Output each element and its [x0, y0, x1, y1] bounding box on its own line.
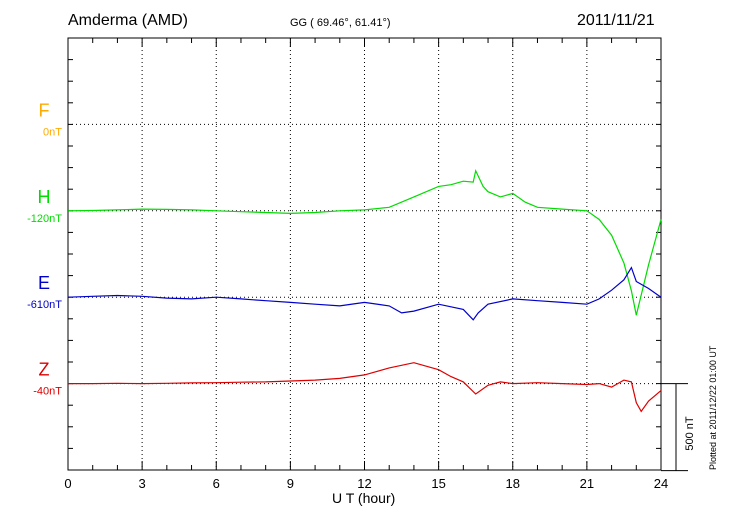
x-tick-label: 6: [213, 476, 220, 491]
baseline-value-f: 0nT: [43, 126, 62, 138]
x-tick-label: 0: [64, 476, 71, 491]
scale-bar-label: 500 nT: [684, 416, 696, 451]
baseline-value-z: -40nT: [33, 386, 62, 398]
baseline-value-h: -120nT: [27, 213, 62, 225]
x-tick-label: 24: [654, 476, 668, 491]
x-tick-label: 9: [287, 476, 294, 491]
series-line-e: [67, 266, 662, 321]
x-axis-label: U T (hour): [332, 490, 396, 506]
station-name: Amderma (AMD): [68, 12, 189, 29]
plot-date: 2011/11/21: [577, 12, 655, 29]
series-line-z: [68, 362, 662, 413]
station-coordinates: GG ( 69.46°, 61.41°): [290, 17, 391, 29]
x-tick-label: 18: [506, 476, 520, 491]
component-label-h: H: [38, 187, 51, 207]
component-label-f: F: [39, 100, 50, 120]
x-tick-label: 3: [139, 476, 146, 491]
component-label-z: Z: [39, 360, 50, 380]
x-tick-label: 12: [357, 476, 371, 491]
component-label-e: E: [38, 273, 50, 293]
x-tick-label: 21: [580, 476, 594, 491]
series-line-h: [67, 168, 662, 316]
plotted-timestamp: Plotted at 2011/12/22 01:00 UT: [708, 345, 718, 470]
x-tick-label: 15: [431, 476, 445, 491]
baseline-value-e: -610nT: [27, 299, 62, 311]
